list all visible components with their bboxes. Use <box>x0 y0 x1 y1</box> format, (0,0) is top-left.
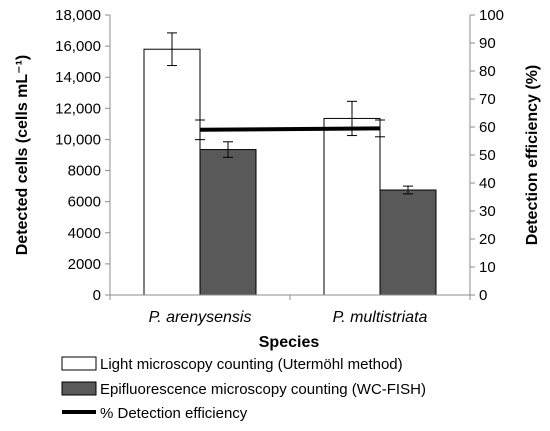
bar-epifluorescence <box>199 149 257 296</box>
y-tick-label: 10,000 <box>55 131 101 148</box>
y2-tick-label: 40 <box>479 175 496 192</box>
y-tick-label: 4000 <box>68 225 101 242</box>
y2-tick-label: 100 <box>479 7 504 24</box>
y-tick-label: 0 <box>93 287 101 304</box>
y2-tick-label: 90 <box>479 35 496 52</box>
y-tick-label: 16,000 <box>55 38 101 55</box>
y2-tick-label: 60 <box>479 119 496 136</box>
y2-axis-title: Detection efficiency (%) <box>524 65 541 245</box>
y-axis-title: Detected cells (cells mL⁻¹) <box>14 55 31 256</box>
plot-area <box>143 32 437 296</box>
y-tick-label: 6000 <box>68 194 101 211</box>
y-tick-label: 8000 <box>68 163 101 180</box>
y-tick-label: 2000 <box>68 256 101 273</box>
category-label: P. arenysensis <box>149 309 252 326</box>
y2-axis-ticks: 0 10 20 30 40 50 60 70 80 90 100 <box>470 7 504 304</box>
legend-swatch-epifluorescence <box>61 381 97 396</box>
bar-light-microscopy <box>143 48 201 296</box>
y2-tick-label: 70 <box>479 91 496 108</box>
category-label: P. multistriata <box>333 309 428 326</box>
y2-tick-label: 10 <box>479 259 496 276</box>
y2-tick-label: 50 <box>479 147 496 164</box>
legend-label-detection-efficiency: % Detection efficiency <box>100 405 248 422</box>
y2-tick-label: 20 <box>479 231 496 248</box>
y-axis-ticks: 0 2000 4000 6000 8000 10,000 12,000 14,000 16,00… <box>55 7 471 304</box>
bar-epifluorescence <box>379 189 437 296</box>
detection-efficiency-line <box>199 126 381 132</box>
y-tick-label: 12,000 <box>55 100 101 117</box>
y2-tick-label: 30 <box>479 203 496 220</box>
x-axis-title: Species <box>259 334 320 351</box>
y2-tick-label: 80 <box>479 63 496 80</box>
legend-label-epifluorescence: Epifluorescence microscopy counting (WC-… <box>100 381 426 398</box>
legend: Light microscopy counting (Utermöhl meth… <box>61 356 426 422</box>
category-labels: P. arenysensis P. multistriata <box>149 309 428 326</box>
y-tick-label: 14,000 <box>55 69 101 86</box>
y-tick-label: 18,000 <box>55 7 101 24</box>
bar-light-microscopy <box>323 117 381 296</box>
y2-tick-label: 0 <box>479 287 487 304</box>
legend-label-light-microscopy: Light microscopy counting (Utermöhl meth… <box>100 356 403 373</box>
legend-swatch-light-microscopy <box>61 356 97 371</box>
